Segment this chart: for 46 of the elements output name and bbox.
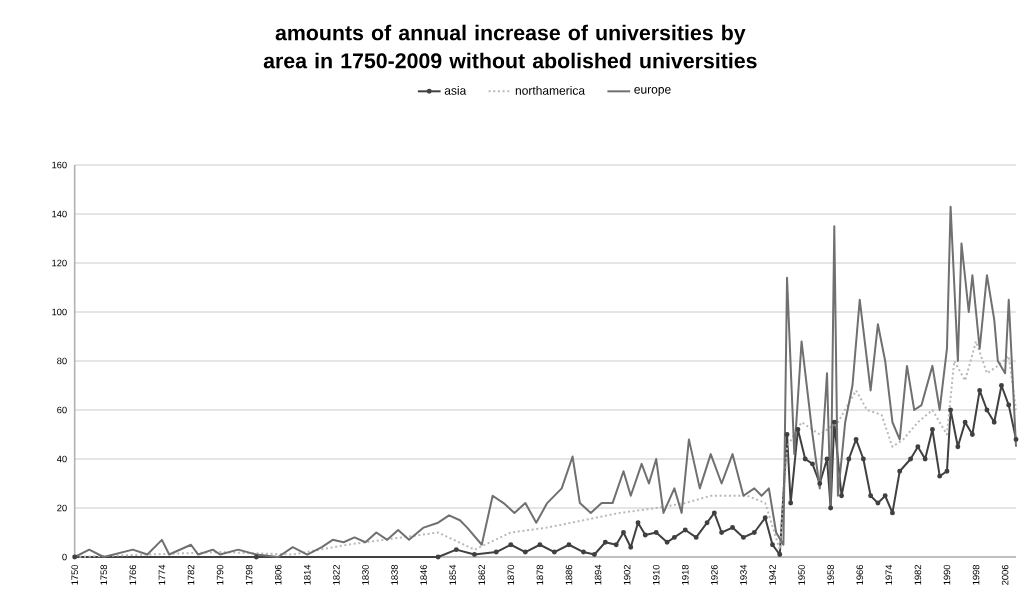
x-tick-label: 1870 — [507, 564, 515, 585]
x-tick-label: 1774 — [158, 564, 166, 585]
x-tick-label: 1966 — [856, 564, 864, 585]
x-tick-label: 1766 — [129, 564, 137, 585]
chart-title: amounts of annual increase of universities by area in 1750-2009 without abolished universities — [263, 24, 757, 69]
x-tick-label: 1806 — [274, 564, 282, 585]
x-tick-label: 1934 — [740, 564, 747, 585]
y-tick-label: 40 — [56, 455, 67, 463]
x-tick-label: 1958 — [827, 564, 834, 585]
x-tick-label: 1998 — [972, 564, 980, 585]
x-tick-label: 2006 — [1001, 564, 1009, 585]
y-tick-label: 80 — [57, 357, 67, 365]
y-tick-label: 0 — [62, 553, 67, 561]
y-tick-label: 20 — [57, 504, 67, 512]
x-tick-label: 1862 — [478, 565, 486, 585]
y-tick-label: 160 — [52, 161, 67, 169]
x-tick-label: 1990 — [943, 564, 951, 585]
x-tick-label: 1758 — [100, 564, 108, 585]
x-tick-label: 1798 — [245, 564, 253, 585]
x-tick-label: 1822 — [333, 565, 340, 585]
x-tick-label: 1886 — [565, 564, 573, 585]
x-tick-label: 1846 — [420, 564, 427, 585]
legend-label: asia — [444, 85, 467, 95]
x-tick-label: 1982 — [914, 565, 922, 585]
x-tick-label: 1838 — [391, 564, 398, 585]
y-tick-label: 60 — [57, 406, 67, 414]
x-tick-label: 1782 — [187, 565, 195, 585]
x-tick-label: 1910 — [652, 564, 660, 585]
y-tick-label: 120 — [52, 259, 67, 267]
x-tick-label: 1854 — [449, 564, 456, 585]
x-tick-label: 1918 — [681, 564, 689, 585]
legend-label: europe — [634, 87, 671, 97]
x-tick-label: 1830 — [362, 564, 369, 585]
legend-label: northamerica — [515, 85, 586, 95]
x-tick-label: 1894 — [594, 564, 602, 585]
x-tick-label: 1902 — [623, 565, 631, 585]
x-tick-label: 1974 — [885, 564, 893, 585]
x-tick-label: 1750 — [71, 564, 78, 585]
x-tick-label: 1878 — [536, 564, 544, 585]
x-tick-label: 1926 — [711, 564, 718, 585]
x-tick-label: 1790 — [216, 564, 224, 585]
x-tick-label: 1942 — [769, 565, 776, 585]
y-tick-label: 100 — [52, 308, 67, 316]
x-tick-label: 1814 — [303, 564, 311, 585]
x-tick-label: 1950 — [798, 564, 805, 585]
y-tick-label: 140 — [52, 210, 67, 218]
